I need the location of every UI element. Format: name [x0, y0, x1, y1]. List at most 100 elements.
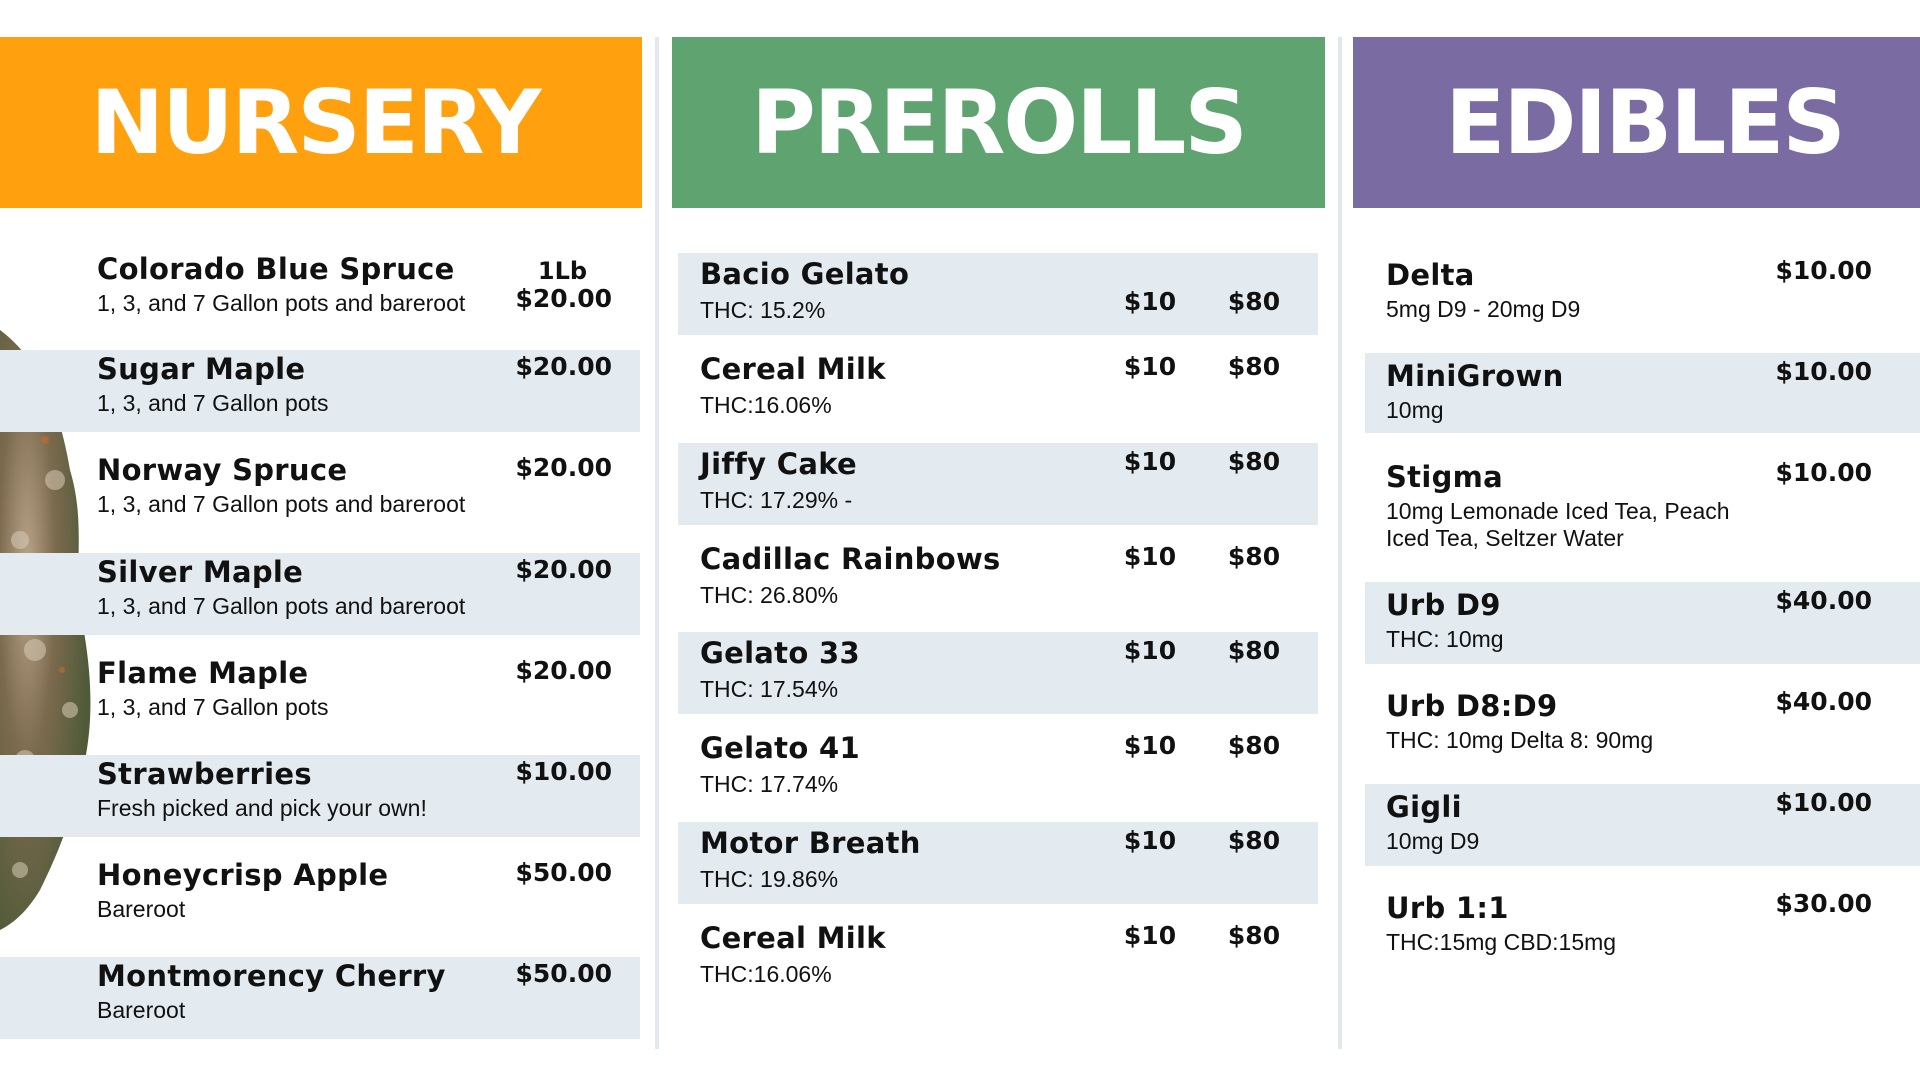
edible-item-description: 10mg	[1386, 397, 1444, 423]
preroll-item-thc: THC: 15.2%	[700, 297, 826, 323]
nursery-header: NURSERY	[0, 37, 642, 208]
nursery-item-price: $20.00	[515, 656, 612, 685]
nursery-row-bg	[0, 350, 640, 432]
preroll-row-bg	[678, 253, 1318, 335]
edible-item-description: THC:15mg CBD:15mg	[1386, 929, 1617, 955]
nursery-title: NURSERY	[90, 71, 541, 174]
edible-item-description: 10mg Lemonade Iced Tea, Peach Iced Tea, …	[1386, 498, 1730, 551]
edible-item-description: THC: 10mg Delta 8: 90mg	[1386, 727, 1654, 753]
edible-item-name: MiniGrown	[1386, 359, 1564, 393]
nursery-item-description: 1, 3, and 7 Gallon pots and bareroot	[97, 290, 466, 316]
prerolls-panel: PREROLLS	[672, 37, 1325, 1049]
edibles-title: EDIBLES	[1445, 71, 1846, 174]
preroll-price-single: $10	[1123, 352, 1177, 381]
nursery-item-description: Fresh picked and pick your own!	[97, 795, 427, 821]
preroll-price-ten: $80	[1227, 287, 1281, 316]
preroll-item-thc: THC: 19.86%	[700, 866, 839, 892]
edible-item-price: $10.00	[1775, 256, 1872, 285]
edible-item-price: $40.00	[1775, 586, 1872, 615]
preroll-item-name: Cereal Milk	[700, 352, 886, 386]
nursery-price-header: 1Lb	[537, 257, 588, 285]
preroll-price-ten: $80	[1227, 447, 1281, 476]
nursery-item-price: $10.00	[515, 757, 612, 786]
preroll-price-single: $10	[1123, 287, 1177, 316]
preroll-item-name: Cadillac Rainbows	[700, 542, 1001, 576]
nursery-item-price: $20.00	[515, 453, 612, 482]
preroll-item-thc: THC: 17.29% -	[700, 487, 853, 513]
edible-item-description: 5mg D9 - 20mg D9	[1386, 296, 1581, 322]
edible-item-name: Urb 1:1	[1386, 891, 1509, 925]
preroll-price-single: $10	[1123, 731, 1177, 760]
column-divider-2	[1338, 37, 1342, 1049]
edible-item-price: $10.00	[1775, 357, 1872, 386]
edible-item-name: Stigma	[1386, 460, 1504, 494]
preroll-item-name: Cereal Milk	[700, 921, 886, 955]
preroll-item-name: Jiffy Cake	[700, 447, 857, 481]
edibles-header: EDIBLES	[1353, 37, 1920, 208]
preroll-item-name: Gelato 41	[700, 731, 860, 765]
edible-item-price: $10.00	[1775, 788, 1872, 817]
edible-item-name: Gigli	[1386, 790, 1462, 824]
preroll-item-name: Gelato 33	[700, 636, 860, 670]
preroll-price-ten: $80	[1227, 352, 1281, 381]
nursery-item-description: 1, 3, and 7 Gallon pots and bareroot	[97, 491, 466, 517]
nursery-item-description: Bareroot	[97, 997, 186, 1023]
nursery-item-price: $20.00	[515, 352, 612, 381]
edible-row-bg	[1365, 582, 1920, 664]
nursery-item-name: Colorado Blue Spruce	[97, 252, 455, 286]
edible-item-name: Urb D9	[1386, 588, 1501, 622]
nursery-item-name: Montmorency Cherry	[97, 959, 446, 993]
nursery-row-bg	[0, 553, 640, 635]
preroll-item-thc: THC:16.06%	[700, 392, 832, 418]
edible-item-price: $40.00	[1775, 687, 1872, 716]
nursery-item-name: Strawberries	[97, 757, 312, 791]
nursery-row-bg	[0, 957, 640, 1039]
preroll-row-bg	[678, 443, 1318, 525]
preroll-row-bg	[678, 822, 1318, 904]
nursery-item-name: Flame Maple	[97, 656, 309, 690]
preroll-item-name: Bacio Gelato	[700, 257, 910, 291]
edible-item-price: $10.00	[1775, 458, 1872, 487]
prerolls-title: PREROLLS	[751, 71, 1247, 174]
preroll-item-thc: THC: 17.54%	[700, 676, 839, 702]
preroll-price-ten: $80	[1227, 731, 1281, 760]
preroll-price-single: $10	[1123, 921, 1177, 950]
nursery-item-name: Sugar Maple	[97, 352, 306, 386]
preroll-item-thc: THC: 17.74%	[700, 771, 839, 797]
nursery-item-description: 1, 3, and 7 Gallon pots	[97, 694, 329, 720]
preroll-item-thc: THC:16.06%	[700, 961, 832, 987]
preroll-item-thc: THC: 26.80%	[700, 582, 839, 608]
edible-row-bg	[1365, 784, 1920, 866]
preroll-price-ten: $80	[1227, 542, 1281, 571]
edible-item-description: 10mg D9	[1386, 828, 1480, 854]
edibles-panel: EDIBLES	[1353, 37, 1920, 1049]
preroll-price-ten: $80	[1227, 921, 1281, 950]
edible-item-price: $30.00	[1775, 889, 1872, 918]
nursery-item-name: Norway Spruce	[97, 453, 348, 487]
nursery-item-description: 1, 3, and 7 Gallon pots	[97, 390, 329, 416]
preroll-price-single: $10	[1123, 542, 1177, 571]
nursery-item-price: $20.00	[515, 284, 612, 313]
edible-item-name: Urb D8:D9	[1386, 689, 1558, 723]
preroll-price-ten: $80	[1227, 826, 1281, 855]
prerolls-header: PREROLLS	[672, 37, 1325, 208]
nursery-item-price: $50.00	[515, 858, 612, 887]
nursery-item-description: Bareroot	[97, 896, 186, 922]
nursery-item-name: Silver Maple	[97, 555, 304, 589]
nursery-row-bg	[0, 755, 640, 837]
nursery-item-price: $20.00	[515, 555, 612, 584]
edible-item-description: THC: 10mg	[1386, 626, 1504, 652]
preroll-price-single: $10	[1123, 636, 1177, 665]
column-divider-1	[655, 37, 659, 1049]
preroll-row-bg	[678, 632, 1318, 714]
edible-row-bg	[1365, 353, 1920, 433]
edible-item-name: Delta	[1386, 258, 1475, 292]
preroll-price-single: $10	[1123, 826, 1177, 855]
nursery-item-description: 1, 3, and 7 Gallon pots and bareroot	[97, 593, 466, 619]
preroll-item-name: Motor Breath	[700, 826, 921, 860]
nursery-item-name: Honeycrisp Apple	[97, 858, 389, 892]
preroll-price-single: $10	[1123, 447, 1177, 476]
preroll-price-ten: $80	[1227, 636, 1281, 665]
nursery-panel: NURSERY	[0, 37, 642, 1049]
nursery-item-price: $50.00	[515, 959, 612, 988]
